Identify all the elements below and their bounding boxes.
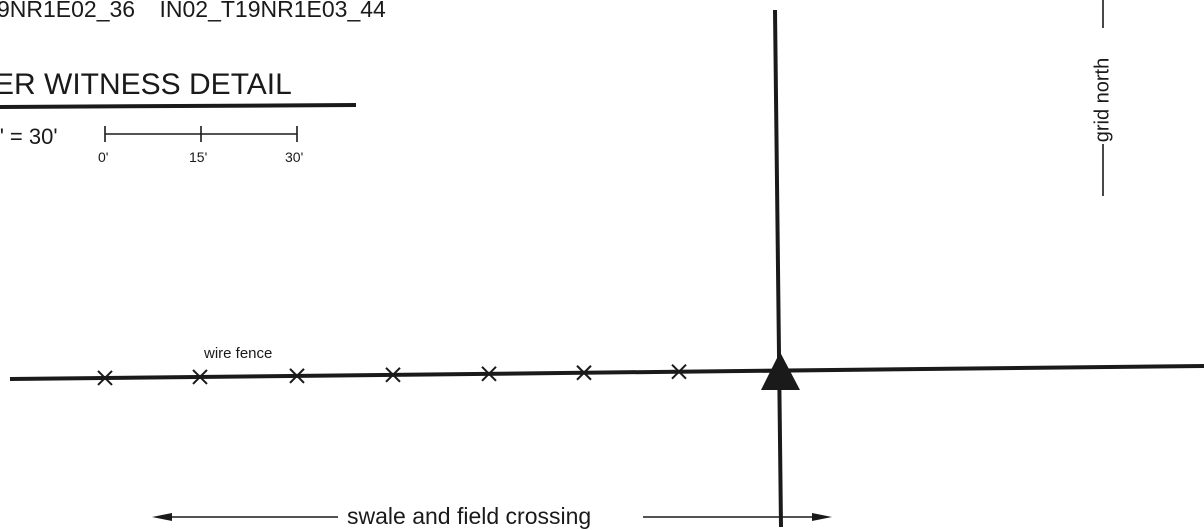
- detail-title: ER WITNESS DETAIL: [0, 68, 292, 101]
- scale-tick-label-15: 15': [189, 149, 208, 165]
- swale-crossing-label: swale and field crossing: [347, 503, 592, 529]
- swale-dimension-left-arrowhead: [152, 513, 172, 521]
- title-underline: [0, 103, 357, 109]
- fence-line: [9, 364, 1204, 381]
- fence-x-marker: [289, 368, 305, 384]
- fence-x-marker: [97, 370, 113, 386]
- fence-x-stroke: [481, 366, 497, 382]
- scale-tick-label-0: 0': [98, 149, 109, 165]
- fence-x-stroke: [576, 365, 592, 381]
- corner-monument-triangle: [761, 352, 800, 390]
- document-id-1: 9NR1E02_36: [0, 0, 136, 22]
- fence-x-marker: [671, 364, 687, 380]
- fence-x-stroke: [671, 364, 687, 380]
- fence-x-stroke: [289, 368, 305, 384]
- fence-x-marker: [576, 365, 592, 381]
- fence-x-stroke: [192, 369, 208, 385]
- document-id-2: IN02_T19NR1E03_44: [159, 0, 386, 22]
- fence-markers: [97, 364, 687, 386]
- swale-dimension-right-arrowhead: [812, 513, 832, 521]
- scale-ratio-text: " = 30': [0, 124, 58, 149]
- scale-bar: [104, 126, 298, 142]
- fence-x-stroke: [97, 370, 113, 386]
- fence-x-marker: [481, 366, 497, 382]
- scale-tick-label-30: 30': [285, 149, 304, 165]
- north-south-line: [773, 9, 783, 527]
- document-id-line: 9NR1E02_36 IN02_T19NR1E03_44: [0, 0, 386, 23]
- swale-dimension: [152, 513, 832, 521]
- fence-x-marker: [192, 369, 208, 385]
- fence-x-marker: [385, 367, 401, 383]
- wire-fence-label: wire fence: [204, 345, 273, 362]
- fence-x-stroke: [385, 367, 401, 383]
